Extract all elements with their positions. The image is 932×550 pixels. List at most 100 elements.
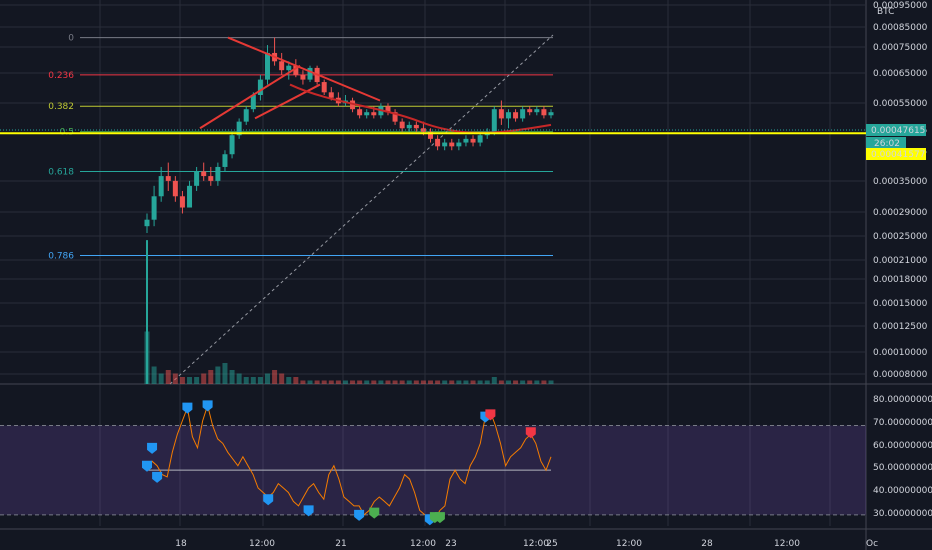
price-badge-label: 0.00041577 — [871, 150, 925, 160]
candle-body — [222, 154, 228, 167]
price-axis-tick: 0.00010000 — [873, 348, 928, 358]
signal-marker — [303, 505, 314, 517]
candle-body — [534, 109, 540, 113]
candle-body — [215, 166, 221, 181]
volume-bar — [321, 380, 327, 384]
volume-bar — [158, 373, 164, 384]
trend-line — [199, 64, 301, 130]
trend-line — [254, 83, 321, 120]
price-badge — [866, 148, 926, 160]
volume-bar — [236, 373, 242, 384]
candle-body — [328, 92, 334, 98]
price-badge — [866, 124, 926, 136]
candle-body — [513, 112, 519, 119]
time-axis-tick: 18 — [175, 539, 187, 549]
volume-bar — [534, 380, 540, 384]
candle-body — [364, 112, 370, 116]
volume-bar — [144, 331, 150, 384]
signal-marker — [263, 494, 274, 506]
volume-bar — [371, 380, 377, 384]
volume-bar — [413, 380, 419, 384]
volume-bar — [314, 380, 320, 384]
signal-marker — [485, 409, 496, 421]
signal-marker — [147, 442, 158, 454]
candle-body — [477, 135, 483, 143]
time-axis-tick: 12:00 — [523, 539, 549, 549]
candle-body — [505, 112, 511, 119]
volume-bar — [463, 380, 469, 384]
volume-bar — [307, 380, 313, 384]
volume-bar — [257, 377, 263, 384]
candle-body — [392, 112, 398, 122]
volume-bar — [194, 377, 200, 384]
time-axis-tick: 12:00 — [410, 539, 436, 549]
volume-bar — [350, 380, 356, 384]
candle-body — [491, 109, 497, 132]
candle-body — [463, 138, 469, 143]
signal-marker — [525, 427, 536, 439]
candle-body — [371, 112, 377, 116]
candle-body — [307, 67, 313, 80]
candle-body — [449, 142, 455, 147]
fib-level-label: 0.382 — [48, 102, 74, 112]
volume-bar — [527, 380, 533, 384]
volume-bar — [187, 377, 193, 384]
volume-bar — [222, 363, 228, 384]
candle-body — [548, 112, 554, 116]
volume-bar — [215, 366, 221, 384]
candle-body — [300, 74, 306, 80]
candle-body — [520, 109, 526, 119]
volume-bar — [272, 370, 278, 384]
volume-bar — [229, 370, 235, 384]
volume-bar — [342, 380, 348, 384]
price-axis-tick: 0.00035000 — [873, 177, 928, 187]
candle-body — [406, 124, 412, 129]
candle-body — [179, 196, 185, 208]
volume-bar — [357, 380, 363, 384]
price-axis-tick: 0.00029000 — [873, 208, 928, 218]
time-axis-tick: Oc — [866, 539, 878, 549]
candle-body — [470, 138, 476, 143]
volume-bar — [435, 380, 441, 384]
candle-body — [286, 65, 292, 71]
candle-body — [250, 94, 256, 110]
price-axis-tick: 0.00085000 — [873, 23, 928, 33]
candle-body — [151, 196, 157, 220]
price-badge — [866, 137, 906, 149]
signal-marker — [369, 507, 380, 519]
price-axis-tick: 0.00015000 — [873, 299, 928, 309]
price-unit-label: BTC — [877, 7, 894, 17]
fib-level-label: 0 — [68, 34, 74, 44]
volume-bar — [498, 380, 504, 384]
candle-body — [229, 135, 235, 155]
candle-body — [357, 109, 363, 116]
volume-bar — [505, 380, 511, 384]
oscillator-axis-tick: 70.00000000 — [873, 418, 932, 428]
price-axis-tick: 0.00065000 — [873, 69, 928, 79]
signal-marker — [202, 400, 213, 412]
trend-line — [227, 36, 381, 102]
volume-bar — [279, 373, 285, 384]
time-axis-tick: 12:00 — [249, 539, 275, 549]
time-axis-tick: 12:00 — [774, 539, 800, 549]
candle-body — [279, 61, 285, 71]
time-axis-tick: 21 — [335, 539, 346, 549]
volume-bar — [335, 380, 341, 384]
candle-body — [321, 82, 327, 93]
signal-marker — [182, 402, 193, 414]
price-badge-label: 0.00047615 — [871, 126, 925, 136]
time-axis-tick: 12:00 — [616, 539, 642, 549]
volume-bar — [243, 377, 249, 384]
oscillator-axis-tick: 40.00000000 — [873, 486, 932, 496]
oscillator-axis-tick: 80.00000000 — [873, 395, 932, 405]
candle-body — [144, 219, 150, 227]
oscillator-line — [146, 403, 552, 520]
volume-bar — [548, 380, 554, 384]
price-axis-tick: 0.00012500 — [873, 322, 928, 332]
candle-body — [428, 131, 434, 139]
signal-marker — [354, 509, 365, 521]
price-axis-tick: 0.00075000 — [873, 43, 928, 53]
volume-bar — [208, 370, 214, 384]
